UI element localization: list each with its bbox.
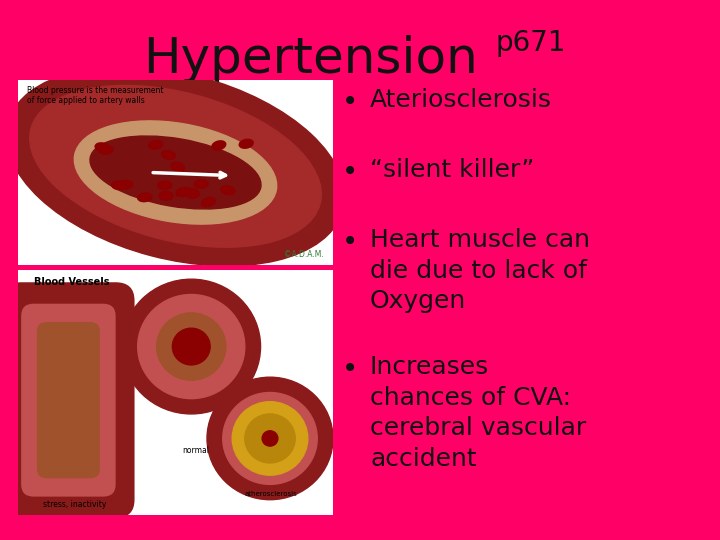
- Circle shape: [122, 279, 261, 414]
- Ellipse shape: [202, 198, 215, 207]
- Ellipse shape: [194, 180, 208, 188]
- Bar: [18, 270, 333, 515]
- Text: p671: p671: [495, 29, 565, 57]
- Ellipse shape: [30, 85, 321, 247]
- FancyBboxPatch shape: [37, 322, 100, 478]
- Ellipse shape: [138, 193, 152, 201]
- Ellipse shape: [186, 188, 199, 198]
- FancyBboxPatch shape: [2, 282, 135, 518]
- Ellipse shape: [149, 140, 163, 149]
- Circle shape: [232, 402, 308, 475]
- Text: atherosclerosis: atherosclerosis: [245, 490, 297, 496]
- Circle shape: [172, 328, 210, 365]
- Text: Hypertension: Hypertension: [143, 35, 477, 83]
- Circle shape: [222, 393, 318, 484]
- Ellipse shape: [99, 146, 113, 154]
- Ellipse shape: [184, 189, 198, 198]
- Ellipse shape: [6, 67, 345, 266]
- FancyBboxPatch shape: [21, 303, 116, 497]
- Bar: [18, 80, 333, 265]
- Circle shape: [245, 414, 295, 463]
- Text: •: •: [342, 158, 358, 186]
- Text: Blood Vessels: Blood Vessels: [34, 278, 109, 287]
- Ellipse shape: [221, 186, 235, 195]
- Ellipse shape: [95, 143, 109, 152]
- Ellipse shape: [74, 121, 276, 224]
- Ellipse shape: [212, 141, 226, 150]
- Ellipse shape: [90, 136, 261, 209]
- Text: normal: normal: [181, 447, 209, 455]
- Ellipse shape: [176, 187, 189, 197]
- Text: stress, inactivity: stress, inactivity: [43, 500, 107, 509]
- Ellipse shape: [159, 192, 174, 200]
- Text: •: •: [342, 355, 358, 383]
- Text: Increases
chances of CVA:
cerebral vascular
accident: Increases chances of CVA: cerebral vascu…: [370, 355, 586, 471]
- Circle shape: [262, 431, 278, 446]
- Text: •: •: [342, 88, 358, 116]
- Text: “silent killer”: “silent killer”: [370, 158, 534, 182]
- Ellipse shape: [239, 139, 253, 148]
- Circle shape: [138, 294, 245, 399]
- Ellipse shape: [171, 162, 184, 171]
- Text: ©A.D.A.M.: ©A.D.A.M.: [284, 251, 323, 259]
- Text: •: •: [342, 228, 358, 256]
- Text: Heart muscle can
die due to lack of
Oxygen: Heart muscle can die due to lack of Oxyg…: [370, 228, 590, 313]
- Text: Ateriosclerosis: Ateriosclerosis: [370, 88, 552, 112]
- Ellipse shape: [158, 181, 172, 190]
- Circle shape: [207, 377, 333, 500]
- Ellipse shape: [112, 181, 126, 190]
- Ellipse shape: [119, 180, 132, 189]
- Text: Blood pressure is the measurement
of force applied to artery walls: Blood pressure is the measurement of for…: [27, 85, 164, 105]
- Ellipse shape: [161, 151, 176, 159]
- Circle shape: [157, 313, 226, 380]
